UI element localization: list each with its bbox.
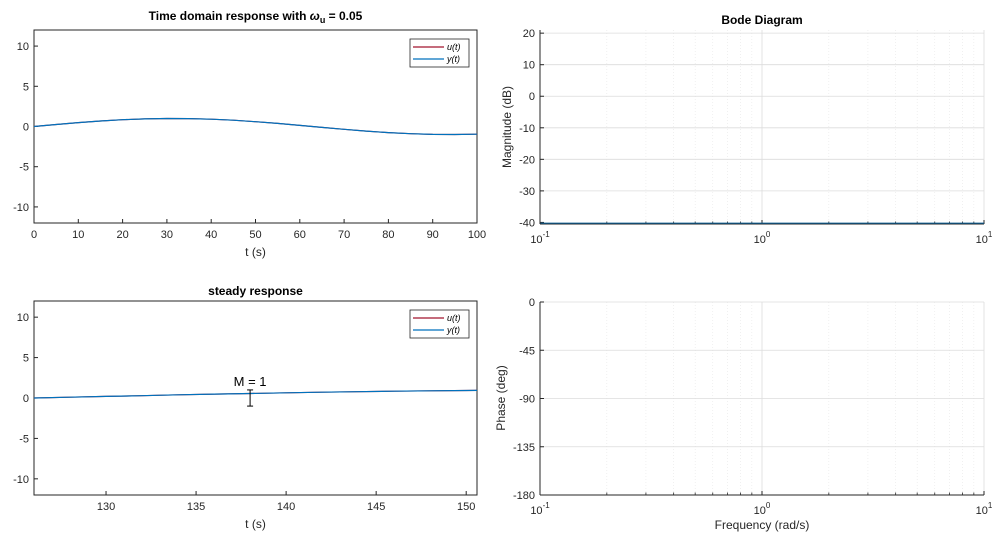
x-tick-base: 10 (754, 505, 766, 517)
x-tick-base: 10 (976, 234, 988, 246)
y-tick-label: -45 (519, 345, 535, 357)
y-tick-label: -20 (519, 154, 535, 166)
y-tick-label: -5 (19, 433, 29, 445)
y-tick-label: -30 (519, 186, 535, 198)
x-tick-label: 80 (382, 229, 394, 241)
x-axis-label: t (s) (245, 245, 266, 259)
x-tick-label: 130 (97, 501, 115, 513)
series-layer (33, 389, 478, 399)
x-axis-label: t (s) (245, 517, 266, 531)
bode-phase-axes: Phase (deg) Frequency (rad/s) -180 -135 -9… (494, 297, 993, 532)
x-tick-base: 10 (754, 234, 766, 246)
x-tick-label: 140 (277, 501, 295, 513)
x-tick-exponent: 1 (988, 230, 993, 239)
x-tick-label: 10-1 (530, 230, 550, 246)
plot-area (33, 29, 478, 224)
y-tick-label: -180 (513, 490, 535, 502)
x-tick-label: 70 (338, 229, 350, 241)
series-line-y (33, 389, 478, 399)
x-tick-label: 50 (249, 229, 261, 241)
bode-magnitude-axes: Bode Diagram Magnitude (dB) -40-30-20-10… (500, 13, 993, 246)
x-tick-label: 150 (457, 501, 475, 513)
x-tick-label: 10 (72, 229, 84, 241)
tick-layer: 0 10 20 30 40 50 60 70 80 90 100 -10 -5 0 5 10 (13, 41, 486, 241)
x-tick-exponent: 1 (988, 501, 993, 510)
y-tick-label: 5 (23, 353, 29, 365)
tick-layer: 130 135 140 145 150 -10 -5 0 5 10 (13, 312, 475, 513)
y-tick-label: 0 (23, 122, 29, 134)
plot-area (33, 300, 478, 496)
x-axis-label: Frequency (rad/s) (715, 518, 810, 532)
y-tick-label: -135 (513, 442, 535, 454)
legend-label-y: y(t) (446, 54, 460, 64)
x-tick-label: 30 (161, 229, 173, 241)
x-tick-exponent: 0 (766, 230, 771, 239)
chart-title: Time domain response with ωu = 0.05 (149, 9, 363, 25)
legend-label-u: u(t) (447, 42, 461, 52)
annotation-layer: M = 1 (234, 374, 267, 407)
y-tick-label: -40 (519, 217, 535, 229)
x-tick-label: 0 (31, 229, 37, 241)
x-tick-base: 10 (530, 505, 542, 517)
y-tick-label: 0 (529, 91, 535, 103)
legend-box (409, 309, 470, 339)
x-tick-base: 10 (976, 505, 988, 517)
x-tick-label: 20 (116, 229, 128, 241)
x-tick-exponent: 0 (766, 501, 771, 510)
x-tick-label: 100 (754, 501, 771, 517)
y-tick-label: -10 (13, 202, 29, 214)
x-tick-label: 101 (976, 501, 993, 517)
y-axis-label: Phase (deg) (494, 365, 508, 430)
y-tick-label: -10 (519, 123, 535, 135)
x-tick-base: 10 (530, 234, 542, 246)
x-tick-exponent: -1 (543, 230, 551, 239)
x-tick-exponent: -1 (543, 501, 551, 510)
chart-title: Bode Diagram (721, 13, 802, 27)
x-tick-label: 135 (187, 501, 205, 513)
y-tick-label: -10 (13, 474, 29, 486)
y-tick-label: -5 (19, 162, 29, 174)
legend-label-u: u(t) (447, 313, 461, 323)
y-tick-label: 10 (17, 41, 29, 53)
y-tick-label: 10 (17, 312, 29, 324)
x-tick-label: 101 (976, 230, 993, 246)
steady-response-axes: steady response t (s) 130 135 140 145 150 -10… (13, 284, 478, 531)
legend-box (409, 38, 470, 68)
x-tick-label: 90 (427, 229, 439, 241)
legend: u(t) y(t) (409, 309, 470, 339)
x-tick-label: 40 (205, 229, 217, 241)
y-axis-label: Magnitude (dB) (500, 86, 514, 168)
series-line-y (33, 117, 478, 136)
x-tick-label: 10-1 (530, 501, 550, 517)
y-tick-label: 20 (523, 28, 535, 40)
y-tick-label: -90 (519, 394, 535, 406)
x-tick-label: 60 (294, 229, 306, 241)
y-tick-label: 10 (523, 60, 535, 72)
time-domain-axes: Time domain response with ωu = 0.05 t (s… (13, 9, 486, 259)
y-tick-label: 5 (23, 81, 29, 93)
chart-title: steady response (208, 284, 303, 298)
grid-layer (539, 30, 985, 224)
y-tick-label: 0 (23, 393, 29, 405)
amplitude-annotation: M = 1 (234, 374, 267, 389)
y-tick-label: 0 (529, 297, 535, 309)
legend: u(t) y(t) (409, 38, 470, 68)
x-tick-label: 100 (468, 229, 486, 241)
series-layer (33, 117, 478, 136)
x-tick-label: 145 (367, 501, 385, 513)
x-tick-label: 100 (754, 230, 771, 246)
legend-label-y: y(t) (446, 325, 460, 335)
